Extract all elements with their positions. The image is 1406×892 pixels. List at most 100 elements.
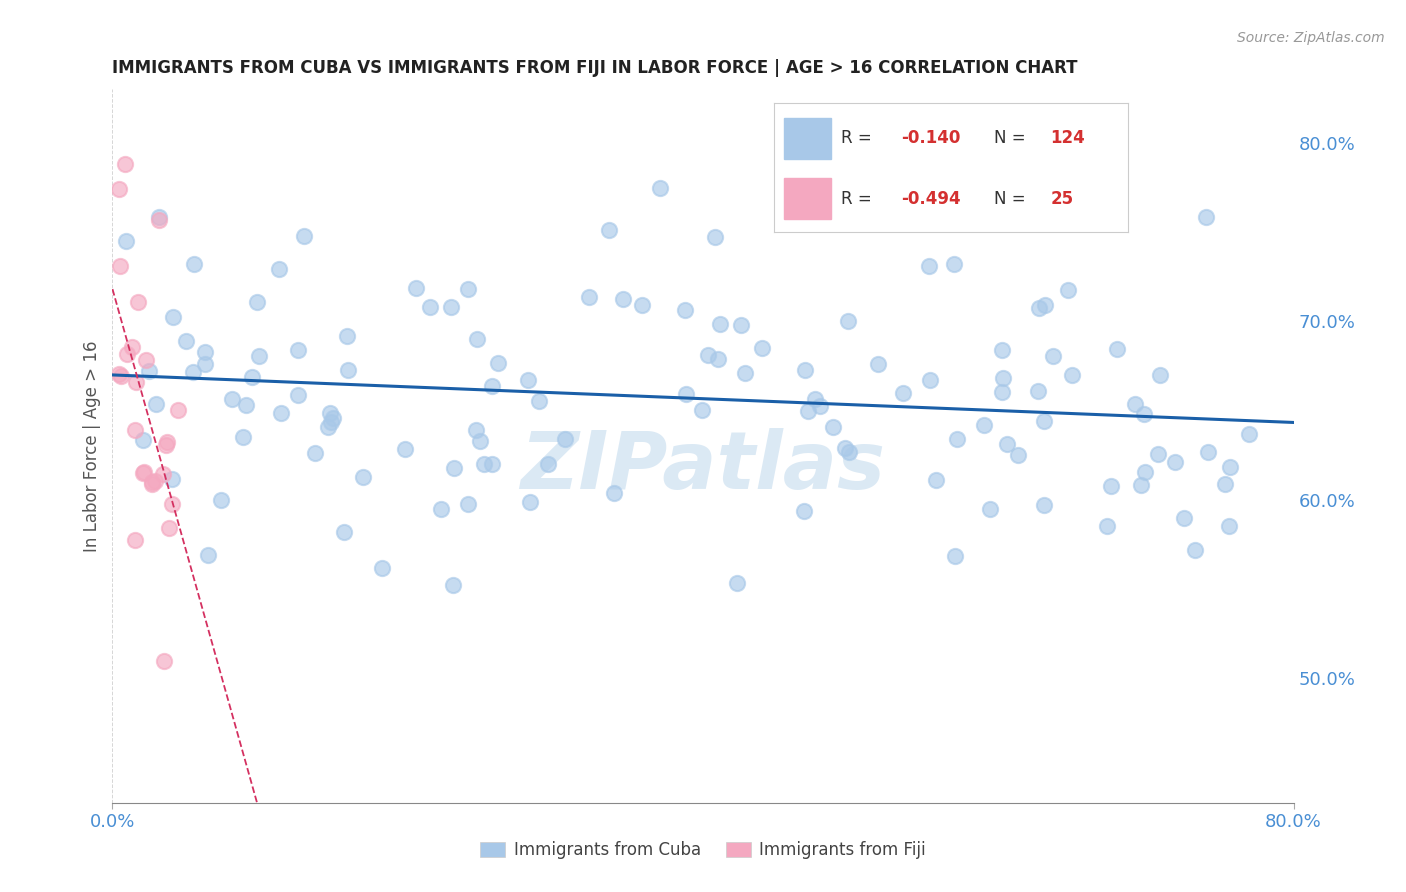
Point [527,393,550,408]
Point [457,497,479,511]
Point [127,295,149,310]
Point [1184,543,1206,558]
Point [793,504,815,518]
Point [838,445,860,459]
Point [1173,511,1195,525]
Point [697,348,720,362]
Point [630,298,652,312]
Point [441,578,464,592]
Point [796,403,818,417]
Point [578,290,600,304]
Point [221,392,243,406]
Point [1042,349,1064,363]
Point [804,392,827,407]
Point [942,257,965,271]
Point [603,486,626,500]
Point [1218,518,1240,533]
Point [537,457,560,471]
Point [1033,298,1056,312]
Point [1130,478,1153,492]
Point [917,259,939,273]
Point [156,434,179,449]
Point [481,457,503,471]
Point [707,351,730,366]
Point [115,235,138,249]
Point [1194,211,1216,225]
Point [138,363,160,377]
Point [1213,476,1236,491]
Point [114,157,136,171]
Point [1219,460,1241,475]
Point [117,346,139,360]
Point [991,343,1014,358]
Point [316,420,339,434]
Point [209,492,232,507]
Point [370,561,392,575]
Point [181,365,204,379]
Point [141,475,163,489]
Point [1007,448,1029,462]
Point [1097,518,1119,533]
Point [292,228,315,243]
Point [1133,466,1156,480]
Point [110,369,132,384]
Point [249,349,271,363]
Point [132,434,155,448]
Text: ZIPatlas: ZIPatlas [520,428,886,507]
Point [1147,447,1170,461]
Point [709,317,731,331]
Point [141,476,163,491]
Point [1057,283,1080,297]
Point [993,371,1015,385]
Point [269,261,291,276]
Point [751,341,773,355]
Point [405,281,427,295]
Point [730,318,752,332]
Y-axis label: In Labor Force | Age > 16: In Labor Force | Age > 16 [83,340,101,552]
Text: IMMIGRANTS FROM CUBA VS IMMIGRANTS FROM FIJI IN LABOR FORCE | AGE > 16 CORRELATI: IMMIGRANTS FROM CUBA VS IMMIGRANTS FROM … [112,59,1078,77]
Text: Source: ZipAtlas.com: Source: ZipAtlas.com [1237,31,1385,45]
Point [287,343,309,357]
Point [352,470,374,484]
Point [675,387,697,401]
Point [443,460,465,475]
Point [197,548,219,562]
Point [166,403,188,417]
Point [194,358,217,372]
Point [734,367,756,381]
Point [673,302,696,317]
Point [322,411,344,425]
Legend: Immigrants from Cuba, Immigrants from Fiji: Immigrants from Cuba, Immigrants from Fi… [474,835,932,866]
Point [419,300,441,314]
Point [1197,444,1219,458]
Point [891,386,914,401]
Point [148,210,170,224]
Point [1062,368,1084,382]
Point [465,332,488,346]
Point [464,424,486,438]
Point [650,181,672,195]
Point [194,344,217,359]
Point [235,398,257,412]
Point [1132,407,1154,421]
Point [134,465,156,479]
Point [1032,414,1054,428]
Point [519,495,541,509]
Point [925,473,948,487]
Point [1163,455,1185,469]
Point [821,420,844,434]
Point [554,432,576,446]
Point [135,352,157,367]
Point [304,446,326,460]
Point [145,397,167,411]
Point [690,402,713,417]
Point [124,533,146,548]
Point [162,498,184,512]
Point [153,654,176,668]
Point [162,310,184,325]
Point [1123,397,1146,411]
Point [124,423,146,437]
Point [336,329,359,343]
Point [808,399,831,413]
Point [152,467,174,481]
